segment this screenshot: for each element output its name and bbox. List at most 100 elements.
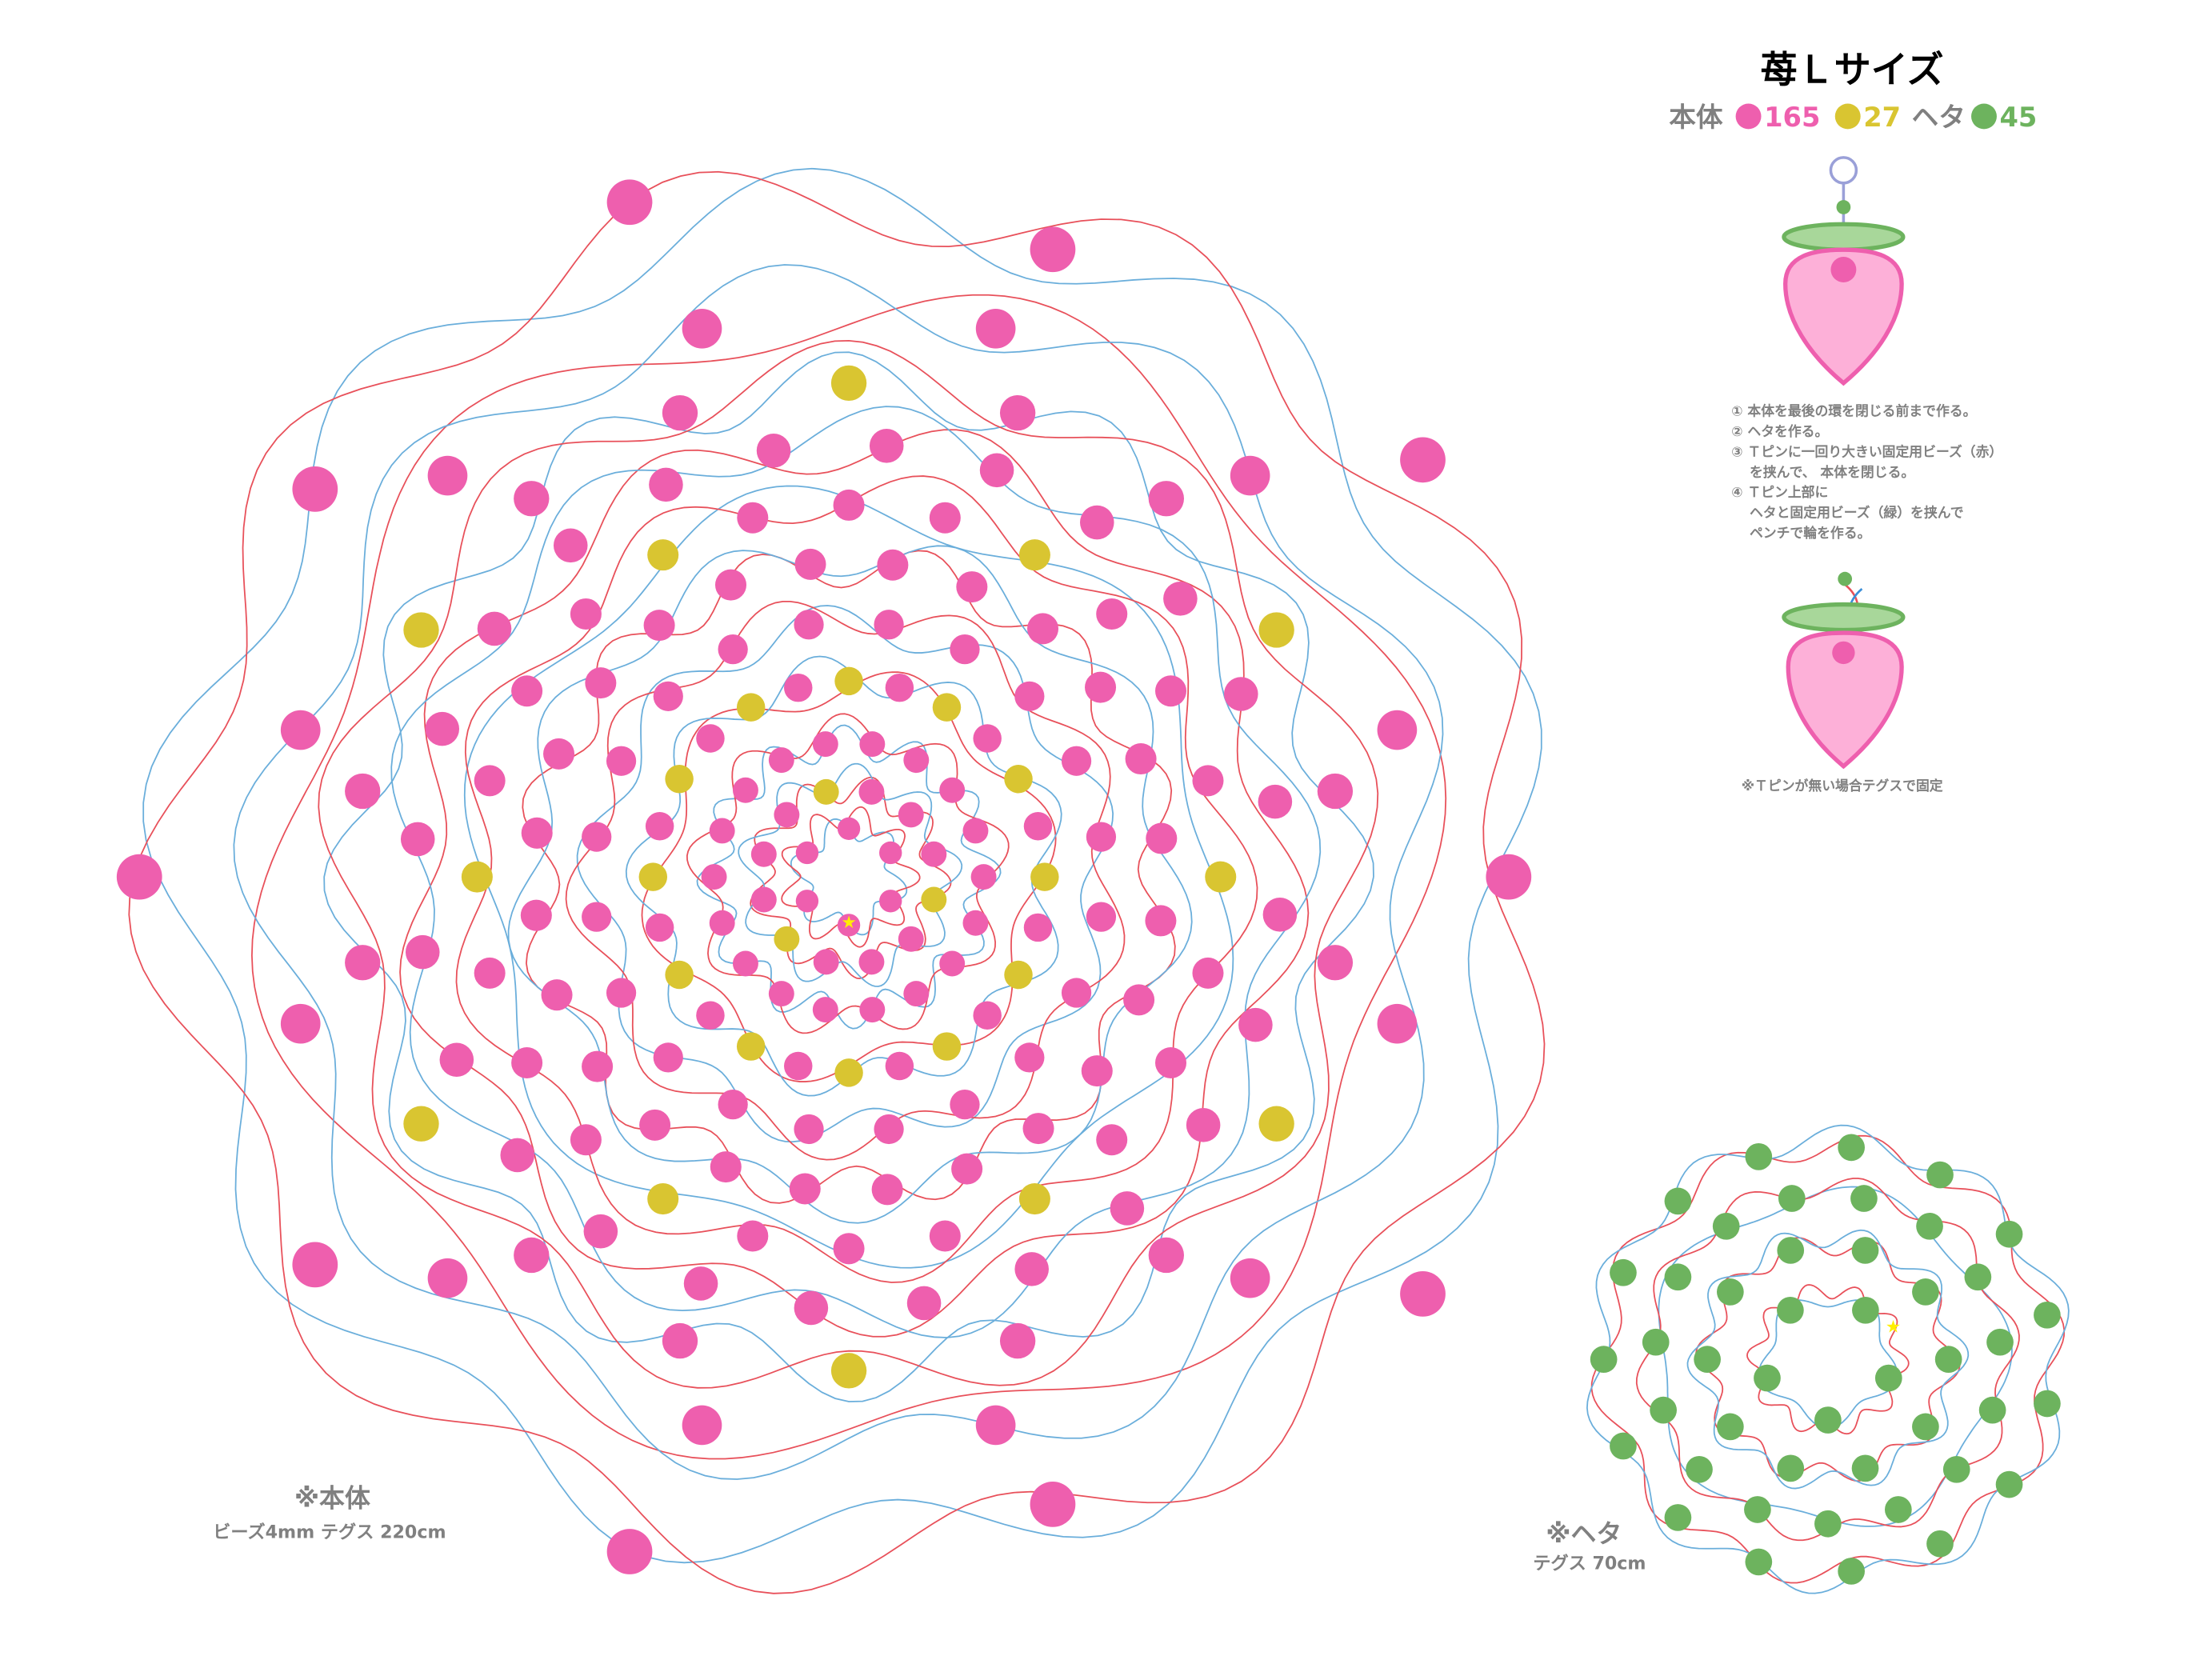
green-bead (1777, 1454, 1805, 1482)
pink-bead (812, 997, 838, 1023)
pink-bead (653, 1042, 683, 1073)
pink-bead (999, 394, 1036, 431)
green-bead (1995, 1470, 2023, 1498)
heta-label: ヘタ (1912, 102, 1966, 133)
pink-bead (1061, 978, 1092, 1008)
yellow-bead (1030, 862, 1059, 891)
pink-bead (784, 673, 813, 702)
pink-bead (292, 1242, 338, 1288)
thread-line (1686, 1229, 1970, 1490)
green-bead (1874, 1364, 1902, 1392)
pink-bead (973, 1001, 1002, 1030)
pink-bead (1224, 677, 1258, 711)
pink-bead (879, 841, 902, 865)
yellow-bead (1018, 539, 1050, 571)
yellow-bead (921, 886, 947, 913)
pink-bead (885, 1051, 914, 1081)
instructions-list: ① 本体を最後の環を閉じる前まで作る。 ② ヘタを作る。 ③ Ｔピンに一回り大きい固… (1731, 403, 2002, 541)
pink-bead (1192, 957, 1224, 989)
instruction-line: ペンチで輪を作る。 (1731, 525, 1870, 541)
green-bead (1814, 1510, 1842, 1538)
pink-bead (1317, 945, 1354, 981)
thread-line (507, 545, 1193, 1224)
pink-bead (837, 914, 861, 937)
pink-bead (737, 502, 769, 534)
pink-bead (973, 724, 1002, 753)
instruction-line: を挟んで、 本体を閉じる。 (1731, 464, 1914, 480)
tpin-note: ※Ｔピンが無い場合テグスで固定 (1742, 778, 1943, 794)
pink-bead (1317, 773, 1354, 810)
thread-line (738, 762, 963, 987)
pink-bead (500, 1138, 535, 1173)
pink-bead (701, 864, 727, 890)
pink-bead (794, 610, 824, 640)
pink-bead (903, 981, 930, 1007)
bead-count-summary: 本体 165 27 ヘタ 45 (1669, 102, 2037, 133)
thread-line (318, 339, 1379, 1389)
body-label: 本体 (1669, 102, 1723, 133)
pink-bead (1030, 226, 1076, 273)
pink-bead (1146, 822, 1178, 854)
green-bead (1686, 1455, 1713, 1483)
pink-bead (970, 864, 997, 890)
thread-line (251, 294, 1447, 1460)
body-bead-pattern: ★ (116, 167, 1546, 1594)
pink-bead (1110, 1191, 1145, 1226)
thread-line (625, 655, 1062, 1097)
green-bead (1642, 1328, 1670, 1356)
pink-bead (1081, 1055, 1113, 1087)
yellow-bead (665, 960, 694, 990)
t-pin-loop-icon (1829, 156, 1858, 185)
yellow-bead (1004, 764, 1033, 794)
thread-line (576, 605, 1114, 1143)
pink-bead (345, 945, 381, 981)
yellow-bead (834, 1058, 863, 1087)
pink-bead (1145, 905, 1177, 937)
pink-bead (1377, 1003, 1418, 1044)
pink-bead (553, 528, 588, 563)
green-bead (1838, 1134, 1865, 1162)
pink-bead (639, 1109, 671, 1141)
green-bead (1934, 1346, 1962, 1374)
pink-bead (427, 1258, 468, 1298)
pink-bead (939, 777, 966, 803)
yellow-bead (461, 861, 493, 893)
pink-bead (645, 913, 674, 942)
strawberry-thread-illustration (1782, 571, 1906, 770)
page-title: 苺Ｌサイズ (1760, 48, 1943, 91)
pink-bead (756, 434, 791, 468)
pink-bead (427, 455, 468, 496)
green-bead (1942, 1455, 1970, 1483)
strawberry-body-icon (1783, 247, 1904, 386)
pink-bead (1125, 743, 1157, 775)
green-bead (1978, 1396, 2006, 1424)
pink-bead (1079, 505, 1114, 540)
thread-line (696, 724, 1002, 1030)
green-bead (1694, 1346, 1721, 1374)
thread-line (522, 550, 1176, 1204)
thread-line (750, 776, 952, 980)
pink-bead (1486, 854, 1532, 900)
green-count: 45 (1999, 102, 2037, 133)
pink-bead (898, 926, 924, 952)
green-bead (1712, 1212, 1740, 1240)
pink-bead (833, 1233, 865, 1265)
green-bead (1610, 1258, 1637, 1286)
pink-bead (871, 1174, 903, 1206)
pink-bead (1014, 1042, 1045, 1073)
pink-bead (683, 1266, 718, 1301)
pink-bead (643, 610, 675, 642)
pink-bead (405, 934, 440, 970)
thread-line (390, 406, 1322, 1338)
pink-bead (606, 978, 637, 1008)
pink-bead (400, 822, 435, 857)
pink-bead (582, 1050, 614, 1082)
pink-bead (750, 886, 777, 913)
pink-bead (768, 747, 794, 774)
pink-bead (570, 1124, 602, 1156)
pink-bead (784, 1051, 813, 1081)
pink-bead (292, 466, 338, 512)
pink-bead (1148, 481, 1184, 517)
pink-bead (1022, 1113, 1054, 1145)
